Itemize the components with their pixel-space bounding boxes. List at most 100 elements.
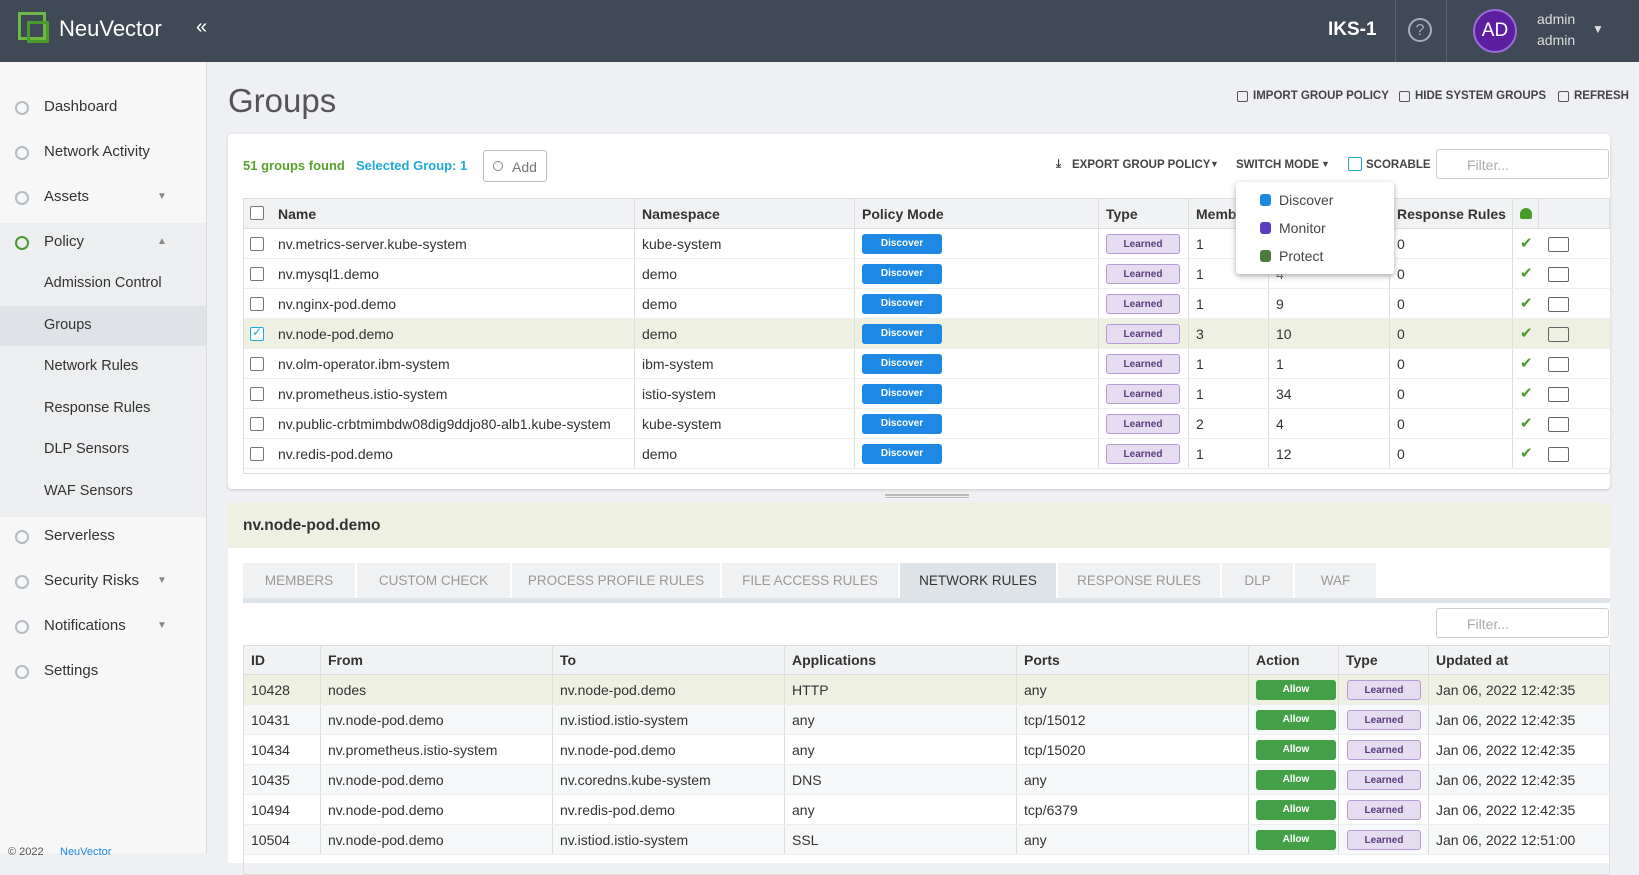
add-button[interactable]: Add xyxy=(483,150,547,182)
collapse-button[interactable]: « xyxy=(196,16,207,39)
table-row[interactable]: nv.public-crbtmimbdw08dig9ddjo80-alb1.ku… xyxy=(244,409,1610,439)
cell: 0 xyxy=(1390,229,1513,258)
menu-item[interactable]: Policy xyxy=(44,233,84,250)
menu-item[interactable]: Network Activity xyxy=(44,143,150,160)
table-row[interactable]: 10428nodesnv.node-pod.demoHTTPanyAllowLe… xyxy=(244,675,1610,705)
select-all[interactable] xyxy=(250,206,264,220)
mode-badge[interactable]: Discover xyxy=(862,234,942,254)
row-checkbox[interactable] xyxy=(250,387,264,401)
submenu-item[interactable]: Response Rules xyxy=(44,400,150,416)
submenu-item[interactable]: Admission Control xyxy=(44,275,162,291)
table-row[interactable]: nv.redis-pod.demodemoDiscoverLearned1120… xyxy=(244,439,1610,469)
avatar[interactable]: AD xyxy=(1473,9,1517,53)
submenu-item[interactable]: WAF Sensors xyxy=(44,483,133,499)
detail-icon[interactable] xyxy=(1548,327,1569,342)
tab[interactable]: NETWORK RULES xyxy=(900,563,1056,598)
tab[interactable]: DLP xyxy=(1222,563,1293,598)
table-row[interactable]: 10434nv.prometheus.istio-systemnv.node-p… xyxy=(244,735,1610,765)
row-checkbox[interactable] xyxy=(250,447,264,461)
submenu-item[interactable]: DLP Sensors xyxy=(44,441,129,457)
row-checkbox[interactable]: ✓ xyxy=(250,327,264,341)
table-row[interactable]: 10431nv.node-pod.demonv.istiod.istio-sys… xyxy=(244,705,1610,735)
mode-option[interactable]: Discover xyxy=(1279,192,1333,208)
detail-icon[interactable] xyxy=(1548,267,1569,282)
row-checkbox[interactable] xyxy=(250,417,264,431)
detail-icon[interactable] xyxy=(1548,417,1569,432)
menu-item[interactable]: Security Risks xyxy=(44,572,139,589)
score-icon xyxy=(1520,208,1532,219)
menu-icon xyxy=(15,620,29,634)
row-checkbox[interactable] xyxy=(250,357,264,371)
detail-icon[interactable] xyxy=(1548,387,1569,402)
cell: Discover xyxy=(855,289,1099,318)
page-action[interactable]: HIDE SYSTEM GROUPS xyxy=(1415,90,1546,102)
table-row[interactable]: 10494nv.node-pod.demonv.redis-pod.demoan… xyxy=(244,795,1610,825)
user-menu-caret[interactable]: ▼ xyxy=(1592,22,1604,36)
mode-badge[interactable]: Discover xyxy=(862,324,942,344)
detail-icon[interactable] xyxy=(1548,237,1569,252)
cell: tcp/15012 xyxy=(1017,705,1249,734)
menu-item[interactable]: Assets xyxy=(44,188,89,205)
column-header: Policy Mode xyxy=(855,199,1099,228)
menu-item[interactable]: Serverless xyxy=(44,527,115,544)
export-button[interactable]: ⤓ xyxy=(1056,158,1061,171)
filter-input[interactable]: Filter... xyxy=(1436,149,1609,179)
submenu-item[interactable]: Groups xyxy=(44,317,92,333)
tab[interactable]: RESPONSE RULES xyxy=(1058,563,1220,598)
mode-badge[interactable]: Discover xyxy=(862,384,942,404)
column-header: To xyxy=(553,646,785,674)
export-label[interactable]: EXPORT GROUP POLICY xyxy=(1072,159,1210,171)
add-icon xyxy=(493,161,503,171)
cell: 1 xyxy=(1189,439,1269,468)
table-row[interactable]: nv.nginx-pod.demodemoDiscoverLearned190✔ xyxy=(244,289,1610,319)
cell: any xyxy=(1017,675,1249,704)
tab[interactable]: FILE ACCESS RULES xyxy=(722,563,898,598)
filter-input[interactable]: Filter... xyxy=(1436,608,1609,638)
cell: 1 xyxy=(1189,289,1269,318)
score-check: ✔ xyxy=(1520,444,1533,462)
switch-mode[interactable]: SWITCH MODE xyxy=(1236,159,1319,171)
mode-badge[interactable]: Discover xyxy=(862,264,942,284)
row-checkbox[interactable] xyxy=(250,297,264,311)
mode-badge[interactable]: Discover xyxy=(862,294,942,314)
cell: 0 xyxy=(1390,259,1513,288)
menu-item[interactable]: Dashboard xyxy=(44,98,117,115)
scorable-checkbox[interactable] xyxy=(1348,157,1362,171)
resize-handle[interactable] xyxy=(885,494,969,498)
detail-icon[interactable] xyxy=(1548,447,1569,462)
table-row[interactable]: nv.prometheus.istio-systemistio-systemDi… xyxy=(244,379,1610,409)
table-row[interactable]: nv.metrics-server.kube-systemkube-system… xyxy=(244,229,1610,259)
tab[interactable]: WAF xyxy=(1295,563,1376,598)
help-button[interactable]: ? xyxy=(1408,18,1432,42)
mode-icon xyxy=(1260,222,1271,234)
table-row[interactable]: 10504nv.node-pod.demonv.istiod.istio-sys… xyxy=(244,825,1610,855)
table-row[interactable]: nv.olm-operator.ibm-systemibm-systemDisc… xyxy=(244,349,1610,379)
mode-option[interactable]: Protect xyxy=(1279,248,1323,264)
table-row[interactable]: ✓nv.node-pod.demodemoDiscoverLearned3100… xyxy=(244,319,1610,349)
menu-item[interactable]: Notifications xyxy=(44,617,126,634)
page-action[interactable]: IMPORT GROUP POLICY xyxy=(1253,90,1389,102)
mode-badge[interactable]: Discover xyxy=(862,444,942,464)
mode-badge[interactable]: Discover xyxy=(862,414,942,434)
table-row[interactable]: nv.mysql1.demodemoDiscoverLearned140✔ xyxy=(244,259,1610,289)
footer-link[interactable]: NeuVector xyxy=(60,846,111,858)
detail-icon[interactable] xyxy=(1548,357,1569,372)
action-badge: Allow xyxy=(1256,770,1336,790)
type-badge: Learned xyxy=(1106,444,1180,464)
cell: Learned xyxy=(1099,289,1189,318)
tab[interactable]: PROCESS PROFILE RULES xyxy=(512,563,720,598)
table-row[interactable]: 10435nv.node-pod.demonv.coredns.kube-sys… xyxy=(244,765,1610,795)
row-checkbox[interactable] xyxy=(250,237,264,251)
row-checkbox[interactable] xyxy=(250,267,264,281)
tab[interactable]: CUSTOM CHECK xyxy=(357,563,510,598)
tab[interactable]: MEMBERS xyxy=(243,563,355,598)
cell: tcp/15020 xyxy=(1017,735,1249,764)
cell: 2 xyxy=(1189,409,1269,438)
detail-icon[interactable] xyxy=(1548,297,1569,312)
submenu-item[interactable]: Network Rules xyxy=(44,358,138,374)
mode-badge[interactable]: Discover xyxy=(862,354,942,374)
caret: ▼ xyxy=(1321,159,1330,169)
page-action[interactable]: REFRESH xyxy=(1574,90,1629,102)
mode-option[interactable]: Monitor xyxy=(1279,220,1326,236)
menu-item[interactable]: Settings xyxy=(44,662,98,679)
